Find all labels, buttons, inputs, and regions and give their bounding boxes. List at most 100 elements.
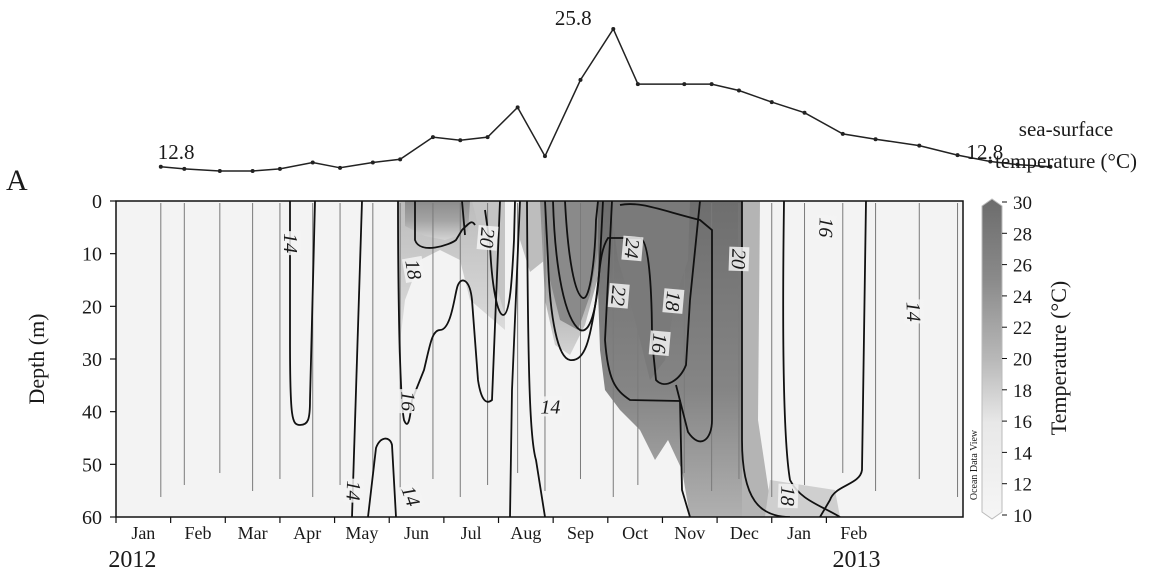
sst-point [1015,162,1020,167]
year-label: 2013 [832,547,880,573]
contour-label-text: 18 [400,258,425,282]
colorbar-tick-label: 26 [1013,256,1032,277]
contour-label: 18 [400,255,426,284]
contour-label-bg [398,389,419,414]
contour-24 [564,201,599,299]
contour-label-text: 16 [396,391,418,411]
sst-point [769,100,774,105]
contour-16 [782,201,841,517]
colorbar-tick-label: 10 [1013,506,1032,527]
contour-16 [741,201,791,517]
warm-region [742,201,800,517]
contour-label-text: 20 [727,249,750,270]
warm-region [405,201,470,240]
contour-label-text: 20 [475,227,499,249]
x-tick-label: Nov [674,523,705,543]
contour-label-bg [401,255,426,284]
contour-label: 16 [814,214,837,240]
sst-annotation: 25.8 [555,6,592,30]
colorbar-tick-label: 20 [1013,350,1032,371]
contour-14 [819,201,867,517]
contour-label-bg [476,225,499,251]
y-axis-label: Depth (m) [24,313,49,404]
contour-14 [526,201,546,517]
contour-18 [604,201,691,517]
sst-point [955,153,960,158]
contour-label-bg [343,478,365,504]
y-tick-label: 60 [82,507,102,529]
colorbar: Ocean Data View 10 12 14 16 18 20 22 24 26 28 30 T… [969,193,1071,527]
sst-point [1048,164,1053,169]
contour-label-text: 22 [606,285,630,307]
contour-label-text: 18 [776,486,799,507]
colorbar-tick-label: 14 [1013,443,1033,464]
x-tick-label: Jan [787,523,811,543]
contour-label-text: 16 [647,332,671,354]
colorbar-body [981,198,1003,520]
contour-label-text: 18 [661,290,685,312]
contour-label-bg [777,483,799,509]
colorbar-tick-label: 28 [1013,224,1032,245]
colorbar-tick-label: 16 [1013,412,1032,433]
colorbar-watermark: Ocean Data View [969,429,980,500]
contour-22 [552,201,604,332]
contour-label-bg [538,396,563,417]
contour-18 [619,203,713,443]
y-tick-label: 20 [82,296,102,318]
contour-label-text: 24 [620,237,644,259]
sst-point [398,157,403,162]
contour-14 [367,437,397,517]
colorbar-tick-label: 30 [1013,193,1032,214]
contour-label: 14 [901,299,925,324]
panel-label: A [6,164,28,197]
sampling-stations [160,203,991,497]
sst-point [217,169,222,173]
sst-point [370,160,375,165]
contour-label-text: 14 [341,480,364,501]
contour-16 [397,201,501,425]
contour-label: 22 [606,282,630,309]
x-tick-label: Jul [461,523,482,543]
x-tick-label: Jan [131,523,155,543]
sst-point [802,110,807,115]
y-tick-label: 0 [92,191,102,213]
contour-label-bg [607,282,630,309]
sst-point [485,135,490,140]
sst-point [988,159,993,164]
sst-point [250,169,255,173]
contour-16 [544,201,701,385]
contour-label-text: 14 [540,396,560,418]
contour-label: 14 [279,231,301,256]
contour-label: 24 [620,235,644,262]
x-tick-label: Apr [293,523,321,543]
x-tick-label: Aug [510,523,541,543]
contour-label-bg [648,330,671,357]
x-tick-label: Feb [840,523,867,543]
contour-label-bg [728,246,750,272]
plot-area [116,201,963,517]
contour-label-bg [815,214,837,240]
contour-label: 20 [727,246,750,272]
sst-point [338,165,343,170]
sst-point [709,82,714,87]
contour-14 [509,201,521,517]
contour-label-bg [280,231,301,256]
sst-point [682,82,687,87]
contour-label: 14 [538,396,563,418]
sst-point [635,82,640,87]
contour-label: 18 [776,483,799,509]
contour-14 [289,201,316,426]
contour-20 [461,201,516,316]
sst-label: temperature (°C) [995,149,1137,173]
sst-point [736,88,741,93]
sst-point [430,135,435,140]
sst-label: sea-surface [1019,117,1113,141]
colorbar-tick-label: 18 [1013,381,1032,402]
sst-point [840,131,845,136]
x-tick-label: Sep [567,523,594,543]
sst-point [458,138,463,143]
contour-label-bg [903,299,925,324]
contour-label: 18 [661,288,685,314]
